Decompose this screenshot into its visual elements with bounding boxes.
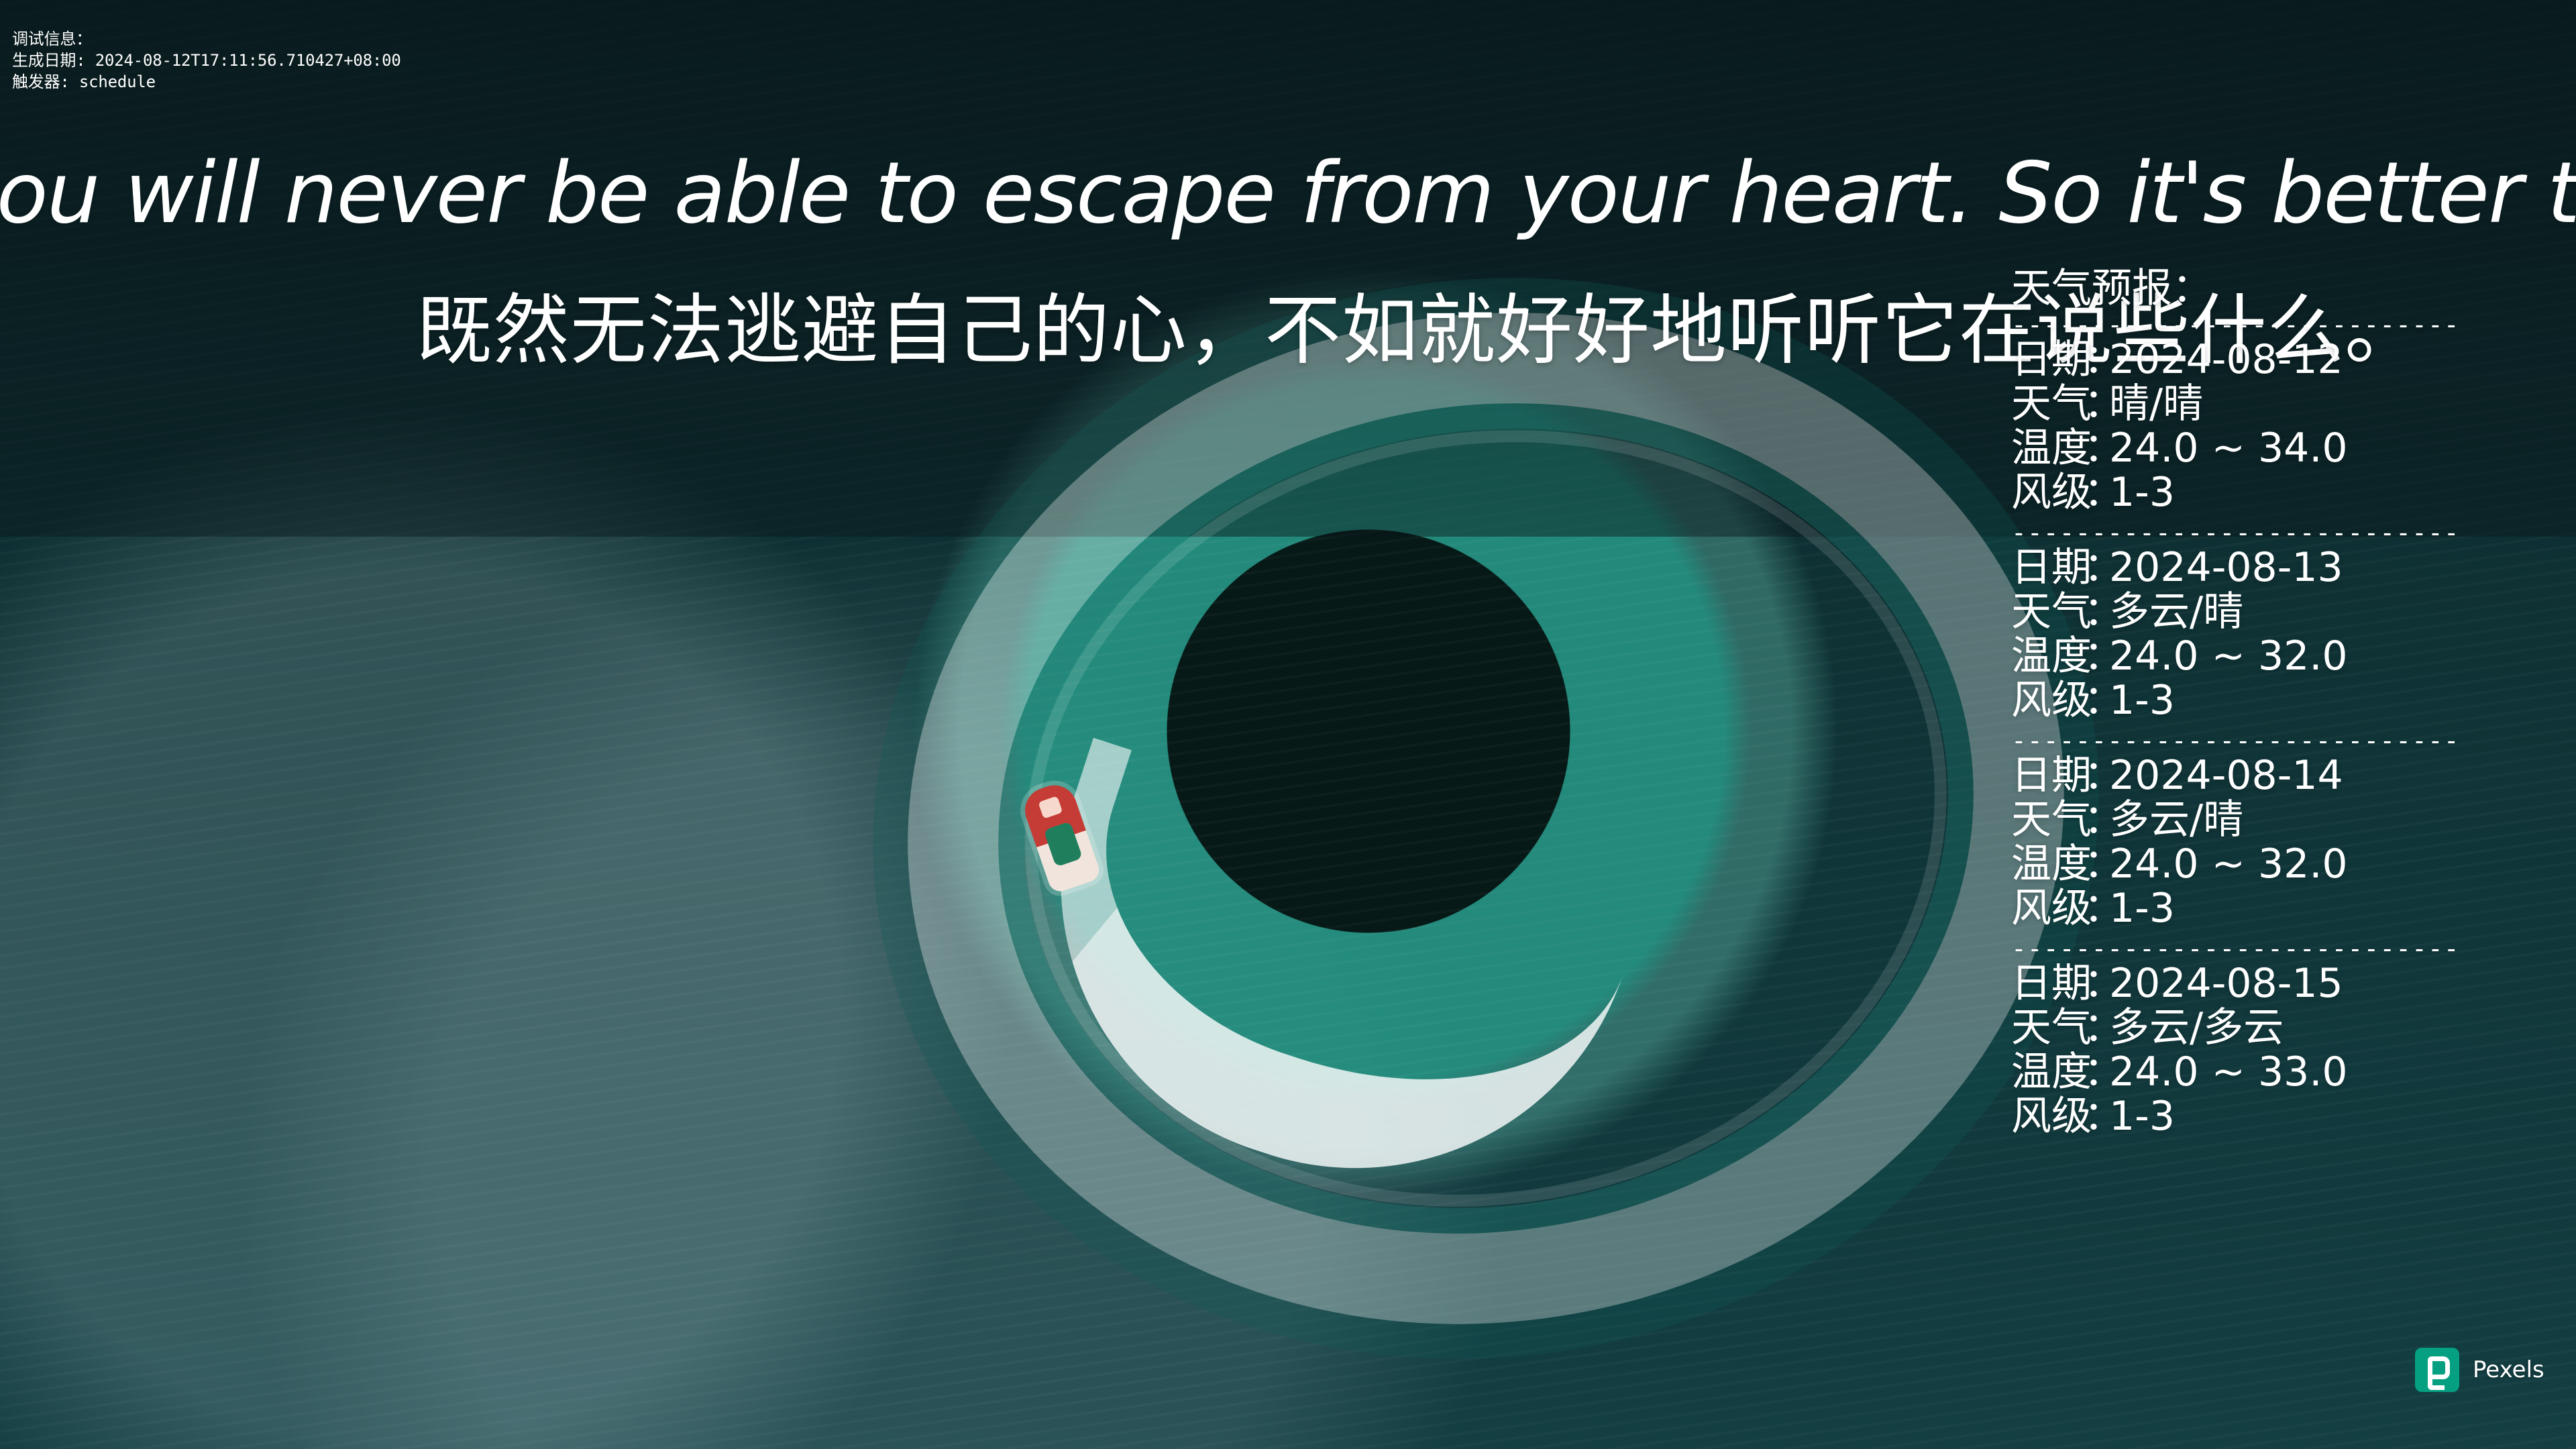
forecast-temperature-row: 温度 ： 24.0 ~ 33.0 bbox=[2011, 1050, 2454, 1094]
pexels-label: Pexels bbox=[2473, 1358, 2544, 1381]
forecast-wind-value: 1-3 bbox=[2109, 1094, 2175, 1138]
weather-separator: ---------------------------- bbox=[2011, 312, 2454, 337]
forecast-colon: ： bbox=[2084, 1006, 2109, 1050]
forecast-weather-row: 天气 ： 多云/晴 bbox=[2011, 798, 2454, 842]
weather-forecast-panel: 天气预报： ---------------------------- 日期 ： … bbox=[2011, 266, 2454, 1138]
forecast-date-label: 日期 bbox=[2011, 337, 2084, 382]
forecast-wind-label: 风级 bbox=[2011, 678, 2084, 722]
forecast-wind-value: 1-3 bbox=[2109, 678, 2175, 722]
forecast-wind-row: 风级 ： 1-3 bbox=[2011, 678, 2454, 722]
forecast-temperature-label: 温度 bbox=[2011, 634, 2084, 678]
forecast-colon: ： bbox=[2084, 382, 2109, 426]
forecast-temperature-row: 温度 ： 24.0 ~ 32.0 bbox=[2011, 634, 2454, 678]
debug-title: 调试信息： bbox=[12, 28, 401, 50]
forecast-temperature-row: 温度 ： 24.0 ~ 34.0 bbox=[2011, 426, 2454, 470]
forecast-temperature-label: 温度 bbox=[2011, 426, 2084, 470]
debug-info: 调试信息： 生成日期: 2024-08-12T17:11:56.710427+0… bbox=[12, 28, 401, 93]
forecast-day-4: 日期 ： 2024-08-15 天气 ： 多云/多云 温度 ： 24.0 ~ 3… bbox=[2011, 961, 2454, 1138]
forecast-day-1: 日期 ： 2024-08-12 天气 ： 晴/晴 温度 ： 24.0 ~ 34.… bbox=[2011, 337, 2454, 515]
forecast-colon: ： bbox=[2084, 1094, 2109, 1138]
forecast-day-2: 日期 ： 2024-08-13 天气 ： 多云/晴 温度 ： 24.0 ~ 32… bbox=[2011, 545, 2454, 722]
forecast-wind-label: 风级 bbox=[2011, 1094, 2084, 1138]
forecast-wind-row: 风级 ： 1-3 bbox=[2011, 470, 2454, 515]
forecast-day-3: 日期 ： 2024-08-14 天气 ： 多云/晴 温度 ： 24.0 ~ 32… bbox=[2011, 753, 2454, 930]
forecast-date-label: 日期 bbox=[2011, 961, 2084, 1006]
forecast-colon: ： bbox=[2084, 590, 2109, 634]
debug-trigger: 触发器: schedule bbox=[12, 71, 401, 93]
forecast-date-row: 日期 ： 2024-08-14 bbox=[2011, 753, 2454, 798]
forecast-colon: ： bbox=[2084, 678, 2109, 722]
forecast-weather-value: 多云/晴 bbox=[2109, 590, 2243, 634]
forecast-colon: ： bbox=[2084, 337, 2109, 382]
forecast-temperature-value: 24.0 ~ 34.0 bbox=[2109, 426, 2348, 470]
forecast-wind-value: 1-3 bbox=[2109, 886, 2175, 930]
forecast-date-value: 2024-08-15 bbox=[2109, 961, 2343, 1006]
forecast-date-label: 日期 bbox=[2011, 753, 2084, 798]
forecast-colon: ： bbox=[2084, 842, 2109, 886]
forecast-wind-row: 风级 ： 1-3 bbox=[2011, 886, 2454, 930]
forecast-weather-value: 多云/晴 bbox=[2109, 798, 2243, 842]
forecast-temperature-row: 温度 ： 24.0 ~ 32.0 bbox=[2011, 842, 2454, 886]
debug-generated-date: 生成日期: 2024-08-12T17:11:56.710427+08:00 bbox=[12, 50, 401, 71]
forecast-wind-row: 风级 ： 1-3 bbox=[2011, 1094, 2454, 1138]
forecast-weather-value: 多云/多云 bbox=[2109, 1006, 2284, 1050]
forecast-wind-value: 1-3 bbox=[2109, 470, 2175, 515]
forecast-weather-row: 天气 ： 多云/多云 bbox=[2011, 1006, 2454, 1050]
forecast-weather-label: 天气 bbox=[2011, 382, 2084, 426]
forecast-date-value: 2024-08-14 bbox=[2109, 753, 2343, 798]
forecast-weather-label: 天气 bbox=[2011, 1006, 2084, 1050]
forecast-weather-row: 天气 ： 多云/晴 bbox=[2011, 590, 2454, 634]
forecast-temperature-label: 温度 bbox=[2011, 842, 2084, 886]
forecast-colon: ： bbox=[2084, 1050, 2109, 1094]
forecast-weather-label: 天气 bbox=[2011, 590, 2084, 634]
forecast-temperature-value: 24.0 ~ 32.0 bbox=[2109, 634, 2348, 678]
forecast-weather-label: 天气 bbox=[2011, 798, 2084, 842]
weather-title: 天气预报： bbox=[2011, 266, 2454, 311]
forecast-temperature-value: 24.0 ~ 32.0 bbox=[2109, 842, 2348, 886]
weather-separator: ---------------------------- bbox=[2011, 936, 2454, 961]
forecast-date-row: 日期 ： 2024-08-15 bbox=[2011, 961, 2454, 1006]
forecast-wind-label: 风级 bbox=[2011, 886, 2084, 930]
pexels-logo-icon bbox=[2415, 1348, 2459, 1392]
forecast-wind-label: 风级 bbox=[2011, 470, 2084, 515]
pexels-logo: Pexels bbox=[2415, 1348, 2544, 1392]
forecast-date-row: 日期 ： 2024-08-12 bbox=[2011, 337, 2454, 382]
forecast-colon: ： bbox=[2084, 753, 2109, 798]
english-quote: you will never be able to escape from yo… bbox=[0, 143, 2576, 244]
weather-separator: ---------------------------- bbox=[2011, 520, 2454, 545]
weather-separator: ---------------------------- bbox=[2011, 728, 2454, 753]
forecast-date-row: 日期 ： 2024-08-13 bbox=[2011, 545, 2454, 590]
forecast-colon: ： bbox=[2084, 961, 2109, 1006]
forecast-weather-value: 晴/晴 bbox=[2109, 382, 2203, 426]
forecast-date-value: 2024-08-12 bbox=[2109, 337, 2343, 382]
forecast-colon: ： bbox=[2084, 470, 2109, 515]
forecast-colon: ： bbox=[2084, 426, 2109, 470]
forecast-colon: ： bbox=[2084, 798, 2109, 842]
forecast-date-value: 2024-08-13 bbox=[2109, 545, 2343, 590]
forecast-colon: ： bbox=[2084, 545, 2109, 590]
forecast-temperature-value: 24.0 ~ 33.0 bbox=[2109, 1050, 2348, 1094]
forecast-colon: ： bbox=[2084, 886, 2109, 930]
forecast-weather-row: 天气 ： 晴/晴 bbox=[2011, 382, 2454, 426]
forecast-temperature-label: 温度 bbox=[2011, 1050, 2084, 1094]
forecast-colon: ： bbox=[2084, 634, 2109, 678]
forecast-date-label: 日期 bbox=[2011, 545, 2084, 590]
